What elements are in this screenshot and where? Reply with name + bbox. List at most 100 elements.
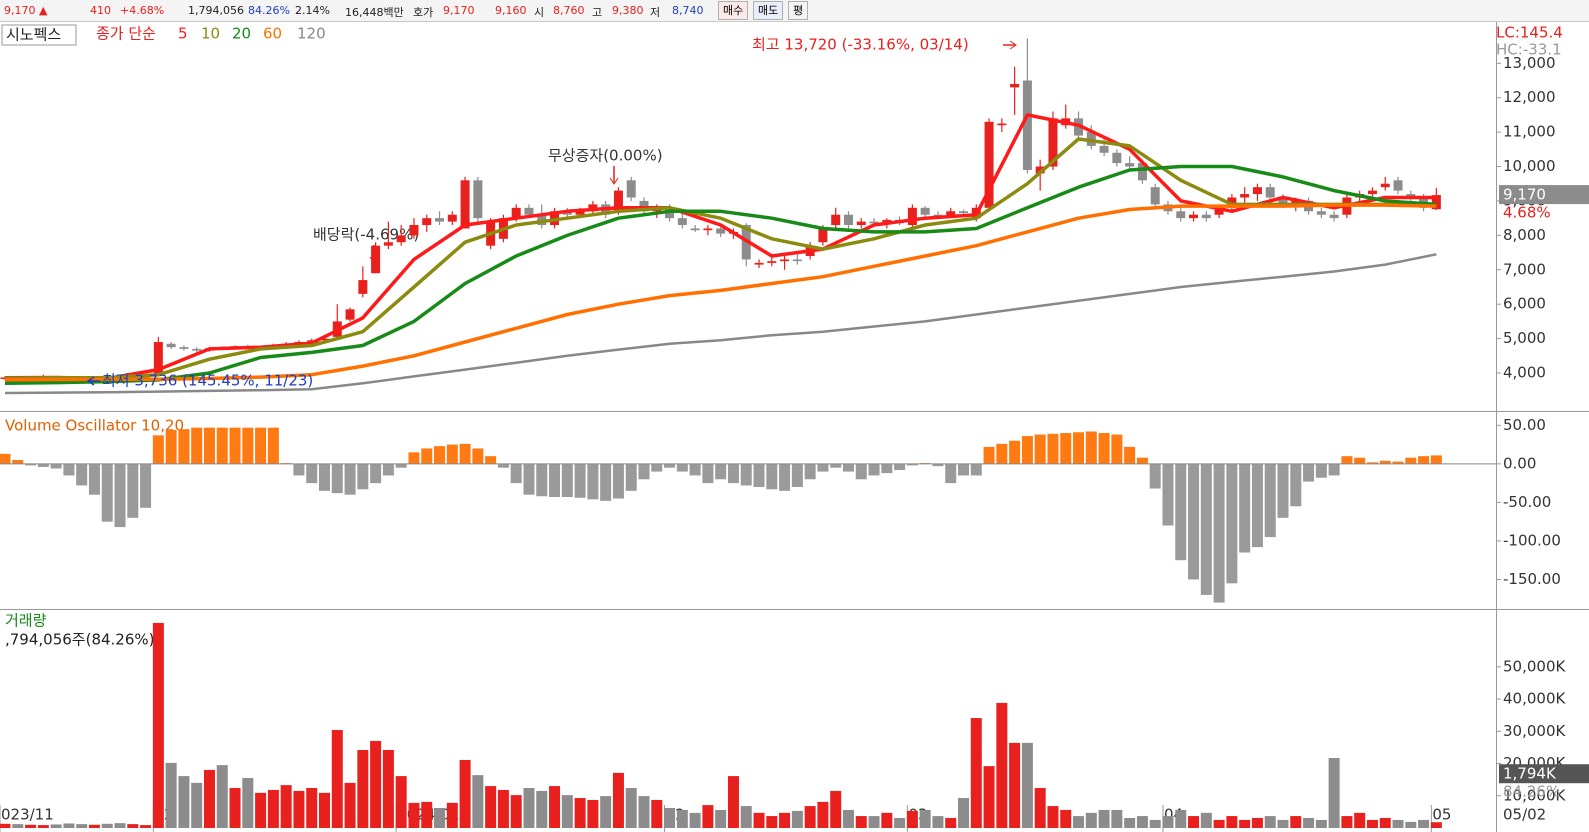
bar: [1162, 463, 1174, 526]
y-tick-label: 11,000: [1503, 123, 1556, 141]
bar: [919, 809, 931, 828]
bars: [0, 622, 1442, 828]
bar: [434, 446, 446, 464]
candle-body: [460, 180, 470, 229]
y-tick-label: -50.00: [1503, 493, 1551, 511]
bar: [842, 809, 854, 828]
bar: [1251, 818, 1263, 828]
bar: [101, 823, 113, 828]
price: 9,170 ▲: [4, 4, 48, 17]
candle-body: [1278, 197, 1288, 205]
candle-body: [843, 214, 853, 226]
ma-line: [4, 203, 1437, 382]
y-tick-label: 5,000: [1503, 329, 1546, 347]
bar: [331, 463, 343, 494]
bar: [958, 463, 969, 476]
bar: [574, 798, 586, 828]
bar: [229, 788, 241, 828]
last-price: 9,170: [1503, 186, 1546, 204]
bar: [1290, 463, 1302, 507]
last-volume-box: [1499, 764, 1589, 784]
bar: [255, 792, 267, 828]
candle-body: [1137, 163, 1147, 181]
y-tick-label: 10,000: [1503, 157, 1556, 175]
bar: [894, 463, 906, 471]
bar: [970, 463, 982, 476]
bar: [855, 816, 867, 828]
candle-body: [1214, 207, 1224, 215]
bar: [446, 802, 458, 828]
bar: [740, 806, 752, 828]
bar: [600, 796, 612, 828]
candle-body: [1189, 214, 1199, 219]
bar: [1149, 463, 1161, 489]
low-price: 8,740: [672, 4, 704, 17]
bar: [114, 463, 126, 528]
bar: [37, 825, 49, 828]
bar: [63, 823, 75, 828]
bar: [574, 463, 586, 498]
candle-body: [1099, 145, 1109, 153]
last-volume: 1,794K: [1503, 765, 1557, 783]
bar: [1315, 819, 1327, 828]
bar: [421, 801, 433, 828]
change-label: 4.68%: [1503, 204, 1551, 222]
buy-button[interactable]: 매수: [718, 1, 749, 20]
bar: [203, 427, 215, 464]
bar: [753, 463, 765, 487]
bar: [1009, 742, 1021, 828]
bar: [1034, 434, 1046, 464]
bar: [1405, 457, 1417, 464]
bar: [242, 778, 254, 828]
bar: [1341, 456, 1353, 464]
arrow: [86, 376, 100, 386]
bar: [152, 622, 164, 828]
bar: [945, 818, 957, 828]
candle-body: [754, 262, 764, 265]
avg-button[interactable]: 평: [788, 1, 809, 20]
bar: [165, 762, 177, 828]
bar: [842, 463, 854, 472]
bar: [76, 463, 88, 486]
bar: [523, 788, 535, 828]
candle-body: [1150, 187, 1160, 205]
bar: [894, 818, 906, 828]
bar: [1418, 456, 1430, 464]
bar: [945, 463, 957, 484]
bar: [408, 452, 420, 464]
bar: [804, 463, 816, 480]
candle-body: [869, 221, 879, 224]
candle-body: [383, 242, 393, 246]
candle-body: [1240, 194, 1250, 198]
bar: [331, 729, 343, 828]
change-rate: +4.68%: [120, 4, 165, 17]
bar: [727, 463, 739, 484]
volume-ratio: 84.26%: [1503, 783, 1560, 801]
open-label: 시: [534, 6, 545, 19]
bar: [727, 776, 739, 828]
bar: [293, 463, 305, 476]
candle-body: [1367, 190, 1377, 195]
bar: [472, 775, 484, 828]
bar: [191, 427, 203, 464]
sell-button[interactable]: 매도: [753, 1, 784, 20]
bar: [983, 446, 995, 464]
candle-body: [435, 218, 445, 222]
bar: [1073, 432, 1085, 464]
annotation: 배당락(-4.69%): [313, 226, 419, 244]
bar: [1303, 818, 1315, 828]
candle-body: [511, 207, 521, 219]
bar: [1162, 816, 1174, 828]
bar: [1251, 463, 1263, 548]
bar: [1264, 816, 1276, 828]
bar: [817, 463, 829, 472]
bar: [1188, 463, 1200, 580]
bar: [1085, 812, 1097, 828]
bar: [382, 463, 394, 476]
bar: [804, 806, 816, 828]
bar: [344, 463, 356, 495]
ask: 9,170: [443, 4, 475, 17]
panel-title: 거래량: [5, 612, 47, 630]
arrow: [1009, 40, 1017, 50]
